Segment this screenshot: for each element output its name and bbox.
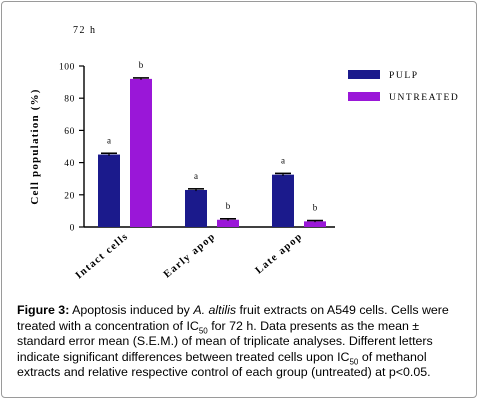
caption-sub-1: 50 [198,326,208,336]
figure-caption: Figure 3: Apoptosis induced by A. altili… [17,303,469,381]
caption-label: Figure 3: [17,303,70,317]
significance-letter: a [194,171,198,181]
significance-letter: b [226,201,231,211]
y-tick-label: 20 [64,191,75,201]
legend-swatch-pulp [348,70,380,79]
y-tick-label: 100 [59,63,75,73]
caption-text-4: of methanol extracts and relative respec… [17,349,431,380]
significance-letter: a [281,156,285,166]
y-tick-label: 0 [70,224,75,234]
legend-label-untreated: UNTREATED [389,93,459,103]
chart-title: 72 h [73,25,97,36]
caption-text-3: for 72 h. Data presents as the mean ± st… [17,318,433,364]
bar-untreated-1 [130,78,152,227]
x-tick-label: Intact cells [74,231,131,282]
x-tick-label: Late apop [254,231,305,277]
bar-pulp-2 [185,189,207,227]
y-tick-label: 60 [64,127,75,137]
legend-swatch-untreated [348,92,380,101]
y-tick-label: 80 [64,95,75,105]
significance-letter: a [107,136,111,146]
caption-text-2: fruit extracts on A549 cells. Cells were… [17,303,449,333]
bar-pulp-3 [272,174,294,227]
bar-untreated-3 [304,221,326,227]
y-tick-label: 40 [64,159,75,169]
y-axis-label: Cell population (%) [29,88,41,204]
chart: 72 h Cell population (%) 0 20 40 60 80 100 a a… [29,25,459,282]
significance-letter: b [139,60,144,70]
bar-pulp-1 [98,154,120,227]
caption-text-1: Apoptosis induced by [69,303,194,317]
caption-species: A. altilis [193,303,237,317]
caption-sub-2: 50 [349,357,359,367]
significance-letter: b [313,202,318,212]
x-tick-label: Early apop [162,231,218,280]
bar-untreated-2 [217,219,239,227]
legend-label-pulp: PULP [389,71,419,81]
